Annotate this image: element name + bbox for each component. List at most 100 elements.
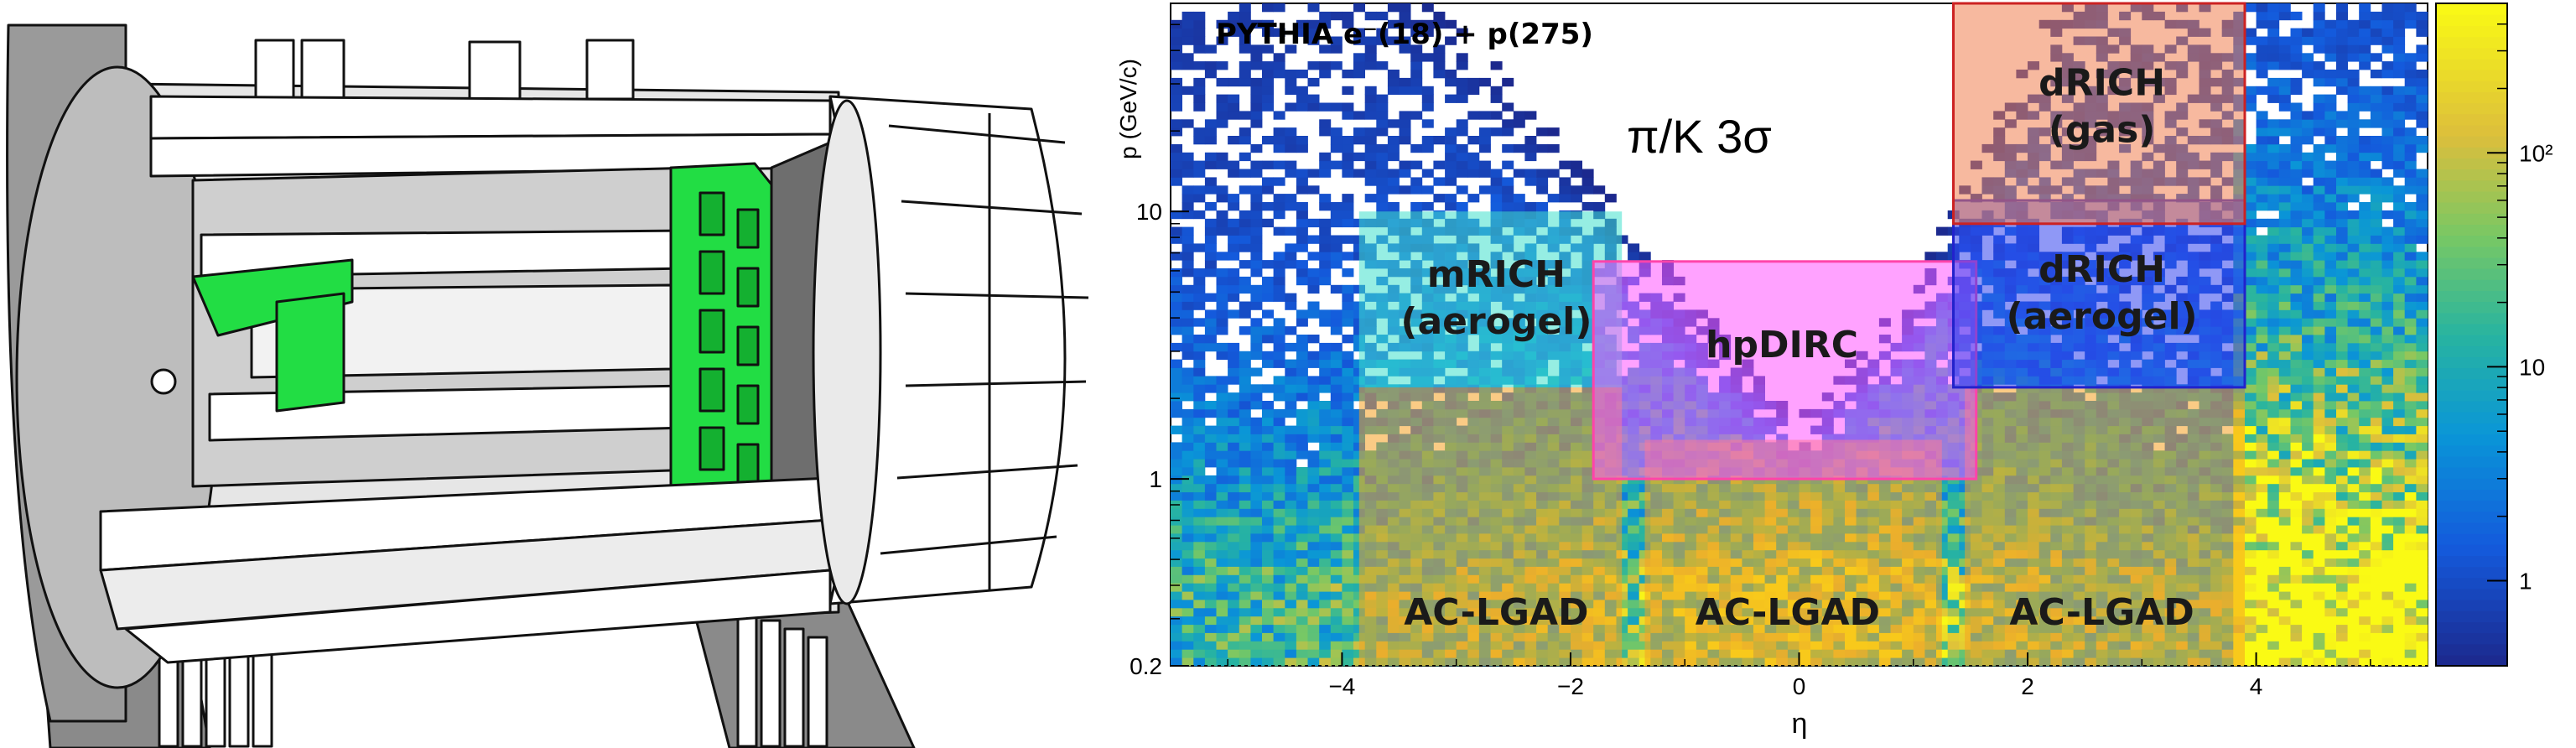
heat-cell	[1307, 169, 1320, 178]
heat-cell	[1376, 28, 1389, 37]
heat-cell	[1216, 160, 1228, 169]
heat-cell	[1228, 616, 1240, 626]
heat-cell	[1204, 558, 1217, 567]
heat-cell	[1330, 243, 1343, 252]
heat-cell	[1216, 376, 1228, 385]
heat-cell	[1193, 28, 1206, 37]
heat-cell	[1342, 624, 1354, 633]
heat-cell	[1285, 483, 1297, 493]
heat-cell	[1342, 210, 1354, 220]
heat-cell	[1399, 185, 1411, 195]
heat-cell	[1250, 185, 1263, 195]
heat-cell	[1307, 500, 1320, 509]
heat-cell	[1319, 367, 1332, 377]
heat-cell	[1171, 467, 1182, 476]
heat-cell	[1182, 525, 1194, 534]
heat-cell	[1478, 169, 1491, 178]
heat-cell	[1628, 483, 1640, 493]
heat-cell	[1319, 342, 1332, 352]
heat-cell	[1171, 549, 1182, 559]
heat-cell	[1296, 177, 1308, 186]
heat-cell	[1947, 616, 1960, 626]
heat-cell	[1445, 143, 1457, 153]
heat-cell	[1433, 70, 1446, 79]
heat-cell	[1330, 11, 1343, 21]
heat-cell	[1239, 11, 1251, 21]
heat-cell	[1456, 152, 1468, 162]
heat-cell	[1228, 442, 1240, 451]
heat-cell	[1319, 276, 1332, 286]
heat-cell	[1171, 442, 1182, 451]
heat-cell	[1250, 508, 1263, 517]
heat-cell	[1433, 194, 1446, 203]
heat-cell	[1342, 616, 1354, 626]
heat-cell	[1376, 177, 1389, 186]
heat-cell	[1228, 169, 1240, 178]
heat-cell	[1296, 351, 1308, 361]
heat-cell	[1250, 657, 1263, 667]
heat-cell	[1296, 19, 1308, 29]
heat-cell	[1285, 293, 1297, 302]
heat-cell	[1307, 467, 1320, 476]
heat-cell	[1296, 202, 1308, 211]
heat-cell	[1216, 94, 1228, 103]
heat-cell	[1490, 94, 1503, 103]
heat-cell	[1947, 641, 1960, 650]
heat-cell	[1319, 483, 1332, 493]
heat-cell	[1262, 649, 1274, 658]
heat-cell	[1947, 541, 1960, 551]
heat-cell	[1262, 616, 1274, 626]
heat-cell	[1330, 102, 1343, 112]
heat-cell	[1250, 641, 1263, 650]
heat-cell	[1171, 657, 1182, 667]
heat-cell	[1193, 607, 1206, 617]
heat-cell	[1273, 417, 1285, 427]
heat-cell	[1342, 566, 1354, 575]
heat-cell	[1182, 268, 1194, 278]
heat-cell	[1193, 102, 1206, 112]
heat-cell	[1171, 591, 1182, 600]
heat-cell	[1262, 508, 1274, 517]
heat-cell	[1456, 127, 1468, 137]
heat-cell	[1364, 127, 1377, 137]
heat-cell	[1262, 541, 1274, 551]
heat-cell	[1204, 649, 1217, 658]
heat-cell	[1513, 169, 1525, 178]
heat-cell	[1262, 525, 1274, 534]
heat-cell	[1239, 61, 1251, 70]
heat-cell	[1171, 36, 1182, 45]
heat-cell	[1204, 517, 1217, 526]
heat-cell	[1364, 152, 1377, 162]
heat-cell	[1285, 408, 1297, 418]
heat-cell	[1319, 384, 1332, 393]
heat-cell	[1250, 574, 1263, 584]
heat-cell	[1285, 44, 1297, 54]
heat-cell	[1216, 284, 1228, 294]
heat-cell	[1216, 19, 1228, 29]
heat-cell	[1216, 268, 1228, 278]
heat-cell	[1204, 226, 1217, 236]
heat-cell	[1216, 616, 1228, 626]
heat-cell	[1273, 549, 1285, 559]
heat-cell	[1319, 359, 1332, 368]
heat-cell	[1285, 376, 1297, 385]
heat-cell	[1239, 549, 1251, 559]
heat-cell	[1307, 351, 1320, 361]
heat-cell	[1171, 268, 1182, 278]
heat-cell	[1182, 119, 1194, 128]
heat-cell	[1193, 624, 1206, 633]
heat-cell	[1307, 28, 1320, 37]
heat-cell	[1262, 326, 1274, 335]
heat-cell	[1250, 318, 1263, 327]
heat-cell	[1342, 384, 1354, 393]
heat-cell	[1273, 491, 1285, 501]
heat-cell	[1204, 61, 1217, 70]
heat-cell	[1250, 169, 1263, 178]
heat-cell	[1262, 607, 1274, 617]
heat-cell	[1182, 483, 1194, 493]
heat-cell	[1330, 61, 1343, 70]
heat-cell	[1307, 641, 1320, 650]
heat-cell	[1445, 177, 1457, 186]
heat-cell	[1616, 549, 1628, 559]
heat-cell	[1285, 202, 1297, 211]
